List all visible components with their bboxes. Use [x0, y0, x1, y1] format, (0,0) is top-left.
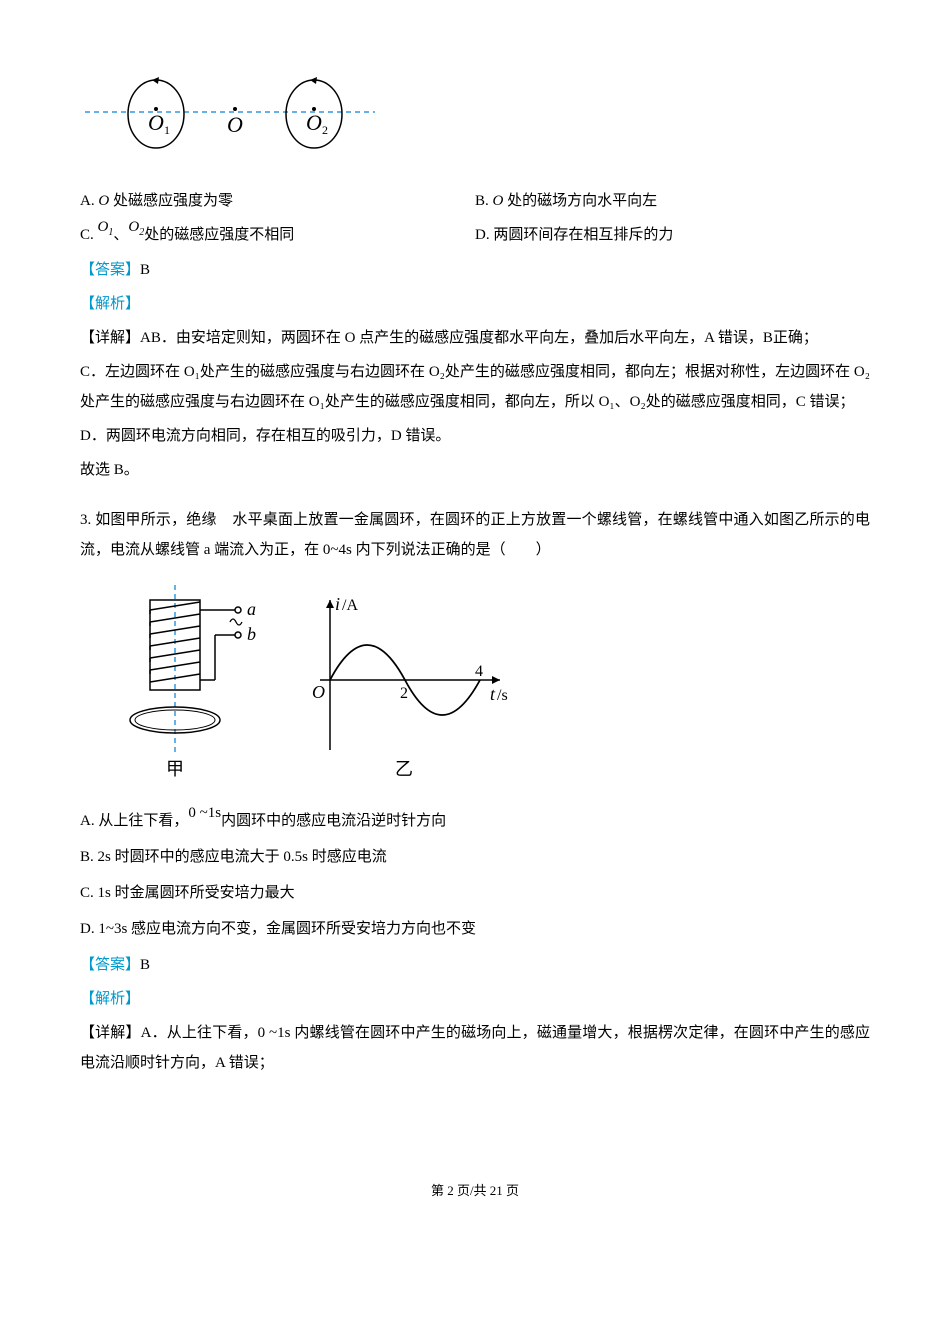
option-prefix: A.	[80, 813, 98, 829]
bracket-close: 】	[125, 296, 140, 312]
var-o: O	[98, 193, 109, 209]
svg-text:4: 4	[475, 663, 483, 680]
q3-option-c: C. 1s 时金属圆环所受安培力最大	[80, 878, 870, 908]
svg-text:a: a	[247, 599, 256, 619]
q3-option-b: B. 2s 时圆环中的感应电流大于 0.5s 时感应电流	[80, 842, 870, 872]
sub2: 2	[139, 227, 144, 238]
page-footer: 第 2 页/共 21 页	[80, 1178, 870, 1204]
q2-detail-ab: 【详解】AB．由安培定则知，两圆环在 O 点产生的磁感应强度都水平向左，叠加后水…	[80, 323, 870, 353]
q2-detail-c: C．左边圆环在 O₁处产生的磁感应强度与右边圆环在 O₂处产生的磁感应强度相同，…	[80, 357, 870, 417]
svg-text:b: b	[247, 624, 256, 644]
bracket-open: 【	[80, 296, 95, 312]
svg-text:/s: /s	[497, 687, 508, 704]
svg-text:乙: 乙	[395, 759, 413, 779]
bracket-close: 】	[125, 957, 140, 973]
q3-answer: 【答案】B	[80, 950, 870, 980]
answer-label: 答案	[95, 957, 125, 973]
q3-detail-a: 【详解】A．从上往下看，0 ~1s 内螺线管在圆环中产生的磁场向上，磁通量增大，…	[80, 1018, 870, 1078]
q2-option-a: A. O 处磁感应强度为零	[80, 186, 475, 216]
question-text1: 如图甲所示，绝缘	[95, 512, 216, 528]
option-text: 1s 时金属圆环所受安培力最大	[98, 885, 295, 901]
q2-analysis: 【解析】	[80, 289, 870, 319]
svg-text:t: t	[490, 684, 496, 704]
svg-text:O: O	[312, 682, 325, 702]
option-prefix: C.	[80, 227, 98, 243]
svg-text:2: 2	[400, 685, 408, 702]
q2-option-d: D. 两圆环间存在相互排斥的力	[475, 220, 870, 251]
bracket-open: 【	[80, 991, 95, 1007]
var-o1: O	[98, 219, 109, 235]
option-text: 处的磁场方向水平向左	[507, 193, 657, 209]
answer-value: B	[140, 957, 150, 973]
option-text2: 内圆环中的感应电流沿逆时针方向	[221, 813, 446, 829]
q2-option-c: C. O1、O2处的磁感应强度不相同	[80, 220, 475, 251]
svg-text:O: O	[306, 110, 322, 135]
option-text: 1~3s 感应电流方向不变，金属圆环所受安培力方向也不变	[98, 921, 476, 937]
option-text: 处磁感应强度为零	[113, 193, 233, 209]
q2-option-b: B. O 处的磁场方向水平向左	[475, 186, 870, 216]
question-num: 3.	[80, 512, 95, 528]
option-prefix: A.	[80, 193, 98, 209]
option-text: 2s 时圆环中的感应电流大于 0.5s 时感应电流	[98, 849, 387, 865]
q2-options-row2: C. O1、O2处的磁感应强度不相同 D. 两圆环间存在相互排斥的力	[80, 220, 870, 251]
q2-conclusion: 故选 B。	[80, 455, 870, 485]
q3-figure: a b 甲 i /A O 2 4 t /s 乙	[80, 580, 870, 791]
bracket-open: 【	[80, 262, 95, 278]
q2-options-row1: A. O 处磁感应强度为零 B. O 处的磁场方向水平向左	[80, 186, 870, 216]
q3-analysis: 【解析】	[80, 984, 870, 1014]
q3-option-d: D. 1~3s 感应电流方向不变，金属圆环所受安培力方向也不变	[80, 914, 870, 944]
bracket-open: 【	[80, 957, 95, 973]
option-prefix: D.	[80, 921, 98, 937]
option-text: 两圆环间存在相互排斥的力	[493, 227, 673, 243]
var-o2: O	[128, 219, 139, 235]
option-prefix: B.	[80, 849, 98, 865]
svg-text:O: O	[148, 110, 164, 135]
svg-text:O: O	[227, 112, 243, 137]
svg-text:i: i	[335, 594, 340, 614]
sup-range: 0 ~1s	[188, 805, 221, 821]
sub1: 1	[108, 227, 113, 238]
svg-text:2: 2	[322, 123, 328, 137]
analysis-label: 解析	[95, 991, 125, 1007]
q2-detail-d: D．两圆环电流方向相同，存在相互的吸引力，D 错误。	[80, 421, 870, 451]
q3-option-a: A. 从上往下看，0 ~1s内圆环中的感应电流沿逆时针方向	[80, 806, 870, 836]
answer-value: B	[140, 262, 150, 278]
option-prefix: C.	[80, 885, 98, 901]
svg-text:甲: 甲	[166, 759, 184, 779]
sep: 、	[113, 227, 128, 243]
option-text1: 从上往下看，	[98, 813, 188, 829]
answer-label: 答案	[95, 262, 125, 278]
svg-text:1: 1	[164, 123, 170, 137]
q3-question: 3. 如图甲所示，绝缘 水平桌面上放置一金属圆环，在圆环的正上方放置一个螺线管，…	[80, 505, 870, 565]
analysis-label: 解析	[95, 296, 125, 312]
q2-figure: O 1 O O 2	[80, 70, 870, 171]
bracket-close: 】	[125, 262, 140, 278]
q2-answer: 【答案】B	[80, 255, 870, 285]
option-prefix: B.	[475, 193, 493, 209]
option-prefix: D.	[475, 227, 493, 243]
option-text: 处的磁感应强度不相同	[144, 227, 294, 243]
var-o: O	[493, 193, 504, 209]
svg-text:/A: /A	[342, 597, 358, 614]
bracket-close: 】	[125, 991, 140, 1007]
